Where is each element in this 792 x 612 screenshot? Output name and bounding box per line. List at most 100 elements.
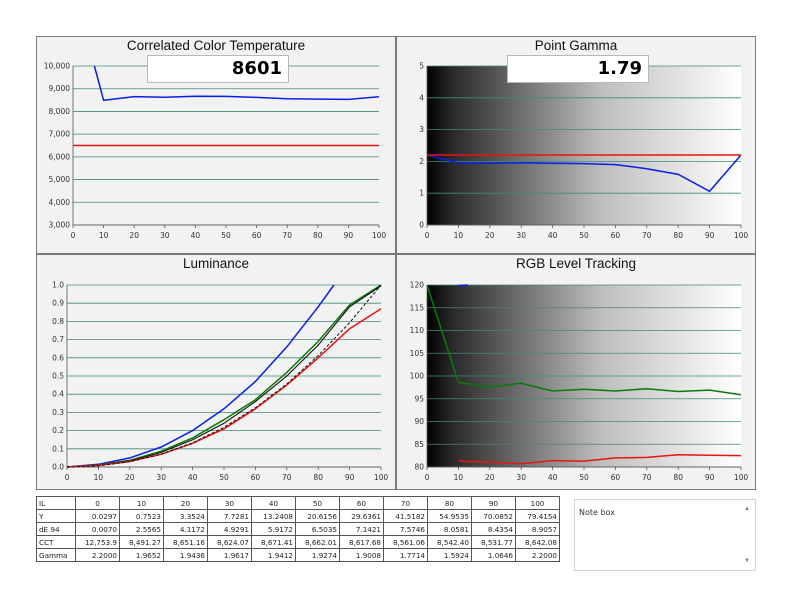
table-header-row: IL 0 10 20 30 40 50 60 70 80 90 100 xyxy=(36,496,560,510)
table-column-header: 70 xyxy=(383,496,428,510)
y-tick-label: 8,000 xyxy=(49,107,71,116)
y-tick-label: 90 xyxy=(414,417,424,426)
rgb-chart: 80 85 90 95 100 105 110 115 120 0 10 20 30 40 50 60 70 80… xyxy=(410,281,749,483)
gradient-background xyxy=(427,66,741,225)
cct-title: Correlated Color Temperature xyxy=(126,38,306,53)
x-tick-label: 10 xyxy=(94,473,104,482)
table-column-header: 0 xyxy=(75,496,120,510)
x-tick-label: 90 xyxy=(344,231,354,240)
table-row-label: Y xyxy=(36,509,76,523)
table-cell: 6.5035 xyxy=(295,522,340,536)
y-tick-label: 0.8 xyxy=(52,317,64,326)
x-tick-label: 40 xyxy=(191,231,201,240)
y-tick-label: 85 xyxy=(414,440,424,449)
table-cell: 1.9617 xyxy=(207,548,252,562)
note-box[interactable]: Note box ▲ ▼ xyxy=(574,499,756,571)
x-tick-label: 40 xyxy=(188,473,198,482)
y-tick-label: 95 xyxy=(414,394,424,403)
table-cell: 7.7281 xyxy=(207,509,252,523)
x-tick-label: 100 xyxy=(372,231,387,240)
y-tick-label: 6,000 xyxy=(49,152,71,161)
y-tick-label: 110 xyxy=(410,326,425,335)
luminance-title: Luminance xyxy=(182,256,250,271)
table-cell: 7.5746 xyxy=(383,522,428,536)
y-tick-label: 1 xyxy=(419,189,424,198)
y-tick-label: 0.6 xyxy=(52,353,64,362)
table-cell: 8,662.01 xyxy=(295,535,340,549)
cct-chart: 3,000 4,000 5,000 6,000 7,000 8,000 9,000 10,00… xyxy=(44,62,387,241)
x-tick-label: 20 xyxy=(485,231,495,240)
table-cell: 20.6156 xyxy=(295,509,340,523)
x-tick-label: 10 xyxy=(454,473,464,482)
y-tick-label: 0.3 xyxy=(52,408,64,417)
table-cell: 8,671.41 xyxy=(251,535,296,549)
table-cell: 0.0297 xyxy=(75,509,120,523)
x-tick-label: 100 xyxy=(374,473,389,482)
x-tick-label: 20 xyxy=(129,231,139,240)
x-tick-label: 90 xyxy=(705,231,715,240)
scroll-down-icon[interactable]: ▼ xyxy=(744,558,750,564)
series-line-red xyxy=(458,453,742,465)
table-cell: 8,561.06 xyxy=(383,535,428,549)
table-row: Y 0.0297 0.7523 3.3524 7.7281 13.2408 20.6156 2… xyxy=(36,509,560,523)
x-tick-label: 10 xyxy=(454,231,464,240)
table-cell: 54.9535 xyxy=(427,509,472,523)
table-cell: 1.9412 xyxy=(251,548,296,562)
y-tick-label: 0.0 xyxy=(52,463,64,472)
x-tick-label: 0 xyxy=(425,473,430,482)
table-column-header: 60 xyxy=(339,496,384,510)
table-cell: 8,642.08 xyxy=(515,535,560,549)
y-tick-label: 100 xyxy=(410,372,425,381)
series-line-black xyxy=(66,285,382,468)
gamma-readout: 1.79 xyxy=(507,55,649,83)
series-line-blue xyxy=(93,65,380,102)
x-tick-label: 90 xyxy=(705,473,715,482)
x-tick-label: 80 xyxy=(313,473,323,482)
x-tick-label: 10 xyxy=(99,231,109,240)
y-tick-label: 115 xyxy=(410,303,425,312)
table-row-label: CCT xyxy=(36,535,76,549)
table-cell: 1.5924 xyxy=(427,548,472,562)
x-tick-label: 60 xyxy=(611,473,621,482)
table-cell: 1.0646 xyxy=(471,548,516,562)
x-tick-label: 80 xyxy=(313,231,323,240)
table-cell: 1.7714 xyxy=(383,548,428,562)
x-tick-label: 60 xyxy=(611,231,621,240)
x-tick-label: 60 xyxy=(251,473,261,482)
table-cell: 1.9274 xyxy=(295,548,340,562)
y-tick-label: 0.2 xyxy=(52,426,64,435)
cct-readout: 8601 xyxy=(147,55,289,83)
note-box-scrollbar[interactable]: ▲ ▼ xyxy=(743,504,753,566)
table-column-header: 100 xyxy=(515,496,560,510)
measurement-table: IL 0 10 20 30 40 50 60 70 80 90 100 Y 0.0297 0.7523 3.3… xyxy=(36,496,560,562)
y-tick-label: 105 xyxy=(410,349,425,358)
rgb-panel: RGB Level Tracking 80 85 90 95 100 105 110 115 1… xyxy=(396,254,756,490)
y-tick-label: 4 xyxy=(419,93,424,102)
y-tick-label: 80 xyxy=(414,463,424,472)
table-column-header: 80 xyxy=(427,496,472,510)
y-tick-label: 3,000 xyxy=(49,221,71,230)
table-cell: 2.2000 xyxy=(515,548,560,562)
table-cell: 8,617.68 xyxy=(339,535,384,549)
table-column-header: 40 xyxy=(251,496,296,510)
table-row-label: dE 94 xyxy=(36,522,76,536)
x-tick-label: 30 xyxy=(156,473,166,482)
scroll-up-icon[interactable]: ▲ xyxy=(744,506,750,512)
y-tick-label: 2 xyxy=(419,157,424,166)
table-cell: 8,542.40 xyxy=(427,535,472,549)
table-cell: 41.5182 xyxy=(383,509,428,523)
rgb-title: RGB Level Tracking xyxy=(515,256,637,271)
x-tick-label: 50 xyxy=(221,231,231,240)
table-cell: 8,651.16 xyxy=(163,535,208,549)
table-cell: 8.0581 xyxy=(427,522,472,536)
table-column-header: 10 xyxy=(119,496,164,510)
table-row: Gamma 2.2000 1.9652 1.9436 1.9617 1.9412 1.927… xyxy=(36,548,560,562)
y-tick-label: 10,000 xyxy=(44,62,70,71)
x-tick-label: 90 xyxy=(345,473,355,482)
table-row: dE 94 0.0070 2.5565 4.1172 4.9291 5.9172 6.503… xyxy=(36,522,560,536)
table-cell: 4.1172 xyxy=(163,522,208,536)
series-line-red xyxy=(66,308,382,468)
table-cell: 1.9436 xyxy=(163,548,208,562)
y-tick-label: 0.9 xyxy=(52,299,64,308)
